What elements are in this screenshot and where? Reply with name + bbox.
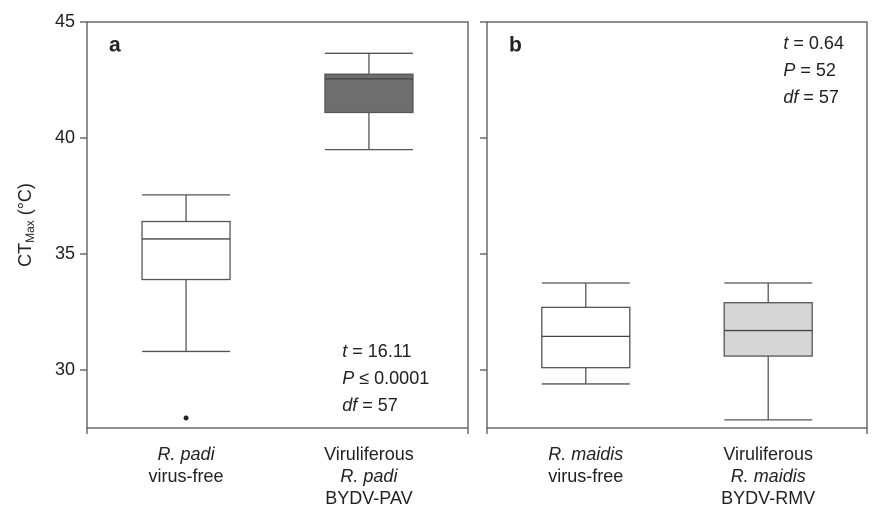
annotation-text: = 0.64: [788, 33, 844, 53]
box: [324, 73, 414, 114]
y-tick-label: 40: [55, 127, 75, 147]
annotation-text: = 52: [795, 60, 836, 80]
y-tick-label: 35: [55, 243, 75, 263]
x-tick-label: R. maidis: [731, 466, 806, 486]
annotation: df = 57: [342, 395, 398, 415]
y-label-sub: Max: [23, 220, 37, 243]
box: [541, 306, 631, 369]
x-tick-label: R. maidis: [548, 444, 623, 464]
annotation-symbol: t: [783, 33, 789, 53]
x-tick-label: Viruliferous: [723, 444, 813, 464]
x-tick-label: R. padi: [340, 466, 398, 486]
annotation: P = 52: [783, 60, 836, 80]
y-label-unit: (°C): [15, 183, 35, 220]
annotation-text: = 57: [357, 395, 398, 415]
x-tick-label: Viruliferous: [324, 444, 414, 464]
annotation: P ≤ 0.0001: [342, 368, 429, 388]
y-tick-label: 30: [55, 359, 75, 379]
annotation-text: = 57: [798, 87, 839, 107]
x-tick-label: BYDV-PAV: [325, 488, 412, 508]
annotation: df = 57: [783, 87, 839, 107]
x-tick-label: R. padi: [158, 444, 216, 464]
annotation-symbol: df: [342, 395, 359, 415]
annotation-symbol: df: [783, 87, 800, 107]
outlier: [183, 415, 189, 421]
x-tick-label: BYDV-RMV: [721, 488, 815, 508]
box: [723, 302, 813, 357]
box: [141, 220, 231, 281]
y-axis-label: CTMax (°C): [15, 183, 37, 267]
panel-frame: [486, 21, 868, 429]
annotation: t = 0.64: [783, 33, 844, 53]
panel-letter: b: [509, 34, 522, 57]
y-tick-label: 45: [55, 11, 75, 31]
panel-letter: a: [109, 34, 121, 57]
annotation: t = 16.11: [342, 341, 411, 361]
annotation-symbol: P: [342, 368, 354, 388]
annotation-symbol: t: [342, 341, 348, 361]
panel-frame: [86, 21, 469, 429]
y-label-main: CT: [15, 243, 35, 267]
x-tick-label: virus-free: [548, 466, 623, 486]
annotation-text: ≤ 0.0001: [354, 368, 429, 388]
annotation-text: = 16.11: [347, 341, 411, 361]
x-tick-label: virus-free: [149, 466, 224, 486]
annotation-symbol: P: [783, 60, 795, 80]
